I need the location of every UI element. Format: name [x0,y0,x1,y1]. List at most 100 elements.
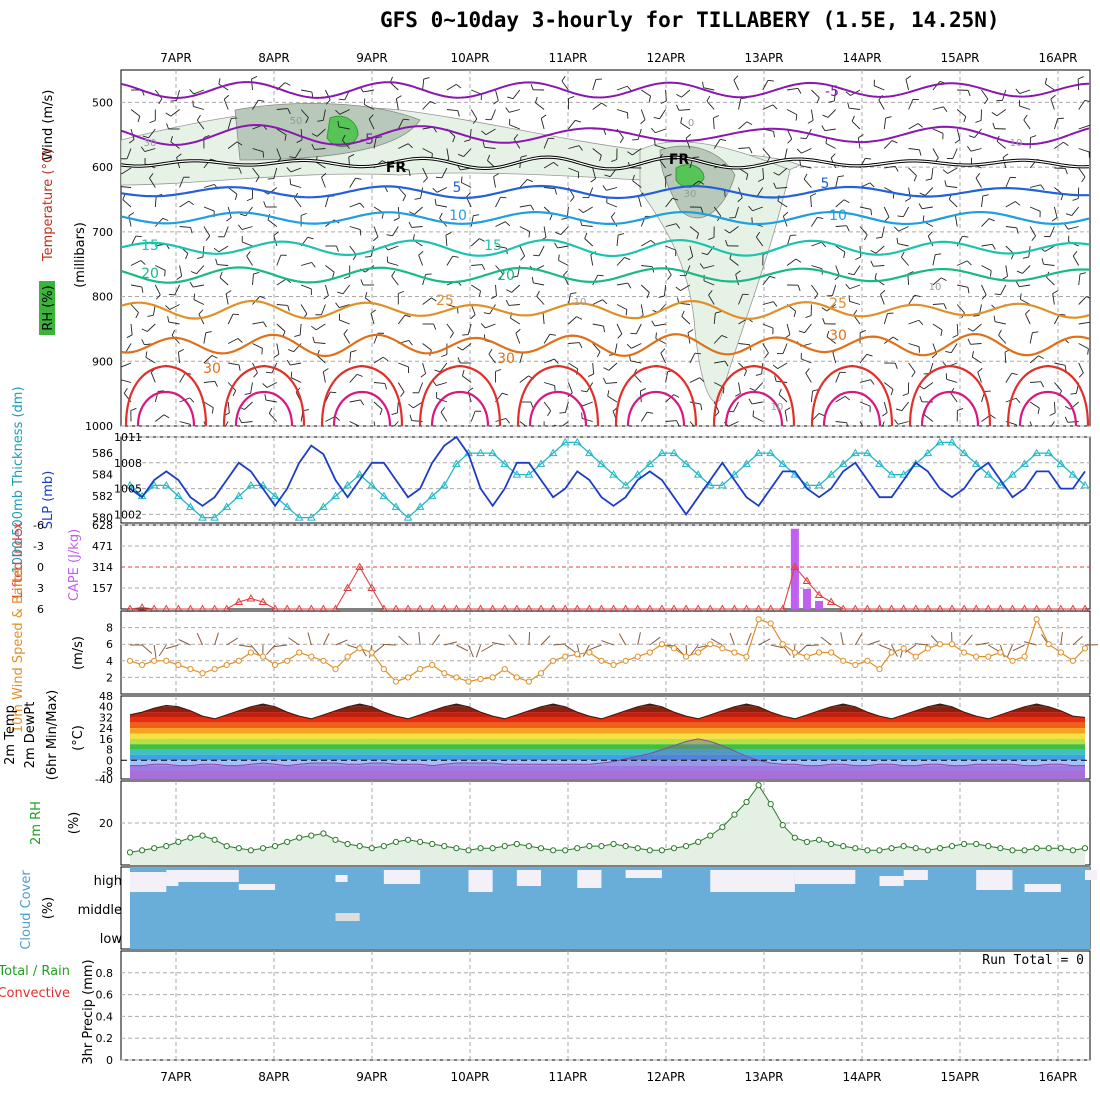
wind-barb-staff [1053,206,1058,218]
wind-barb [996,135,1007,149]
wind-barb [543,333,556,344]
wind-barb [317,109,326,122]
wind10-barb [274,644,288,648]
wind-barb-flag [870,249,877,254]
li-series-point [693,604,703,612]
wind10-series-point [634,653,641,660]
wind-barb-staff [495,196,501,208]
wind-barb-flag [619,137,624,144]
wind-barb [784,407,791,422]
wind-barb [325,265,335,279]
pressure-axis-label: (millibars) [73,222,88,288]
wind-tick: 8 [106,622,113,635]
wind-barb-staff [246,255,253,266]
wind-barb-flag [483,312,490,315]
wind-barb-staff [811,284,819,295]
thickness-series-point [669,448,679,457]
wind10-barb [797,644,808,655]
wind-barb-staff [315,323,326,331]
wind-barb-flag [193,293,196,300]
wind-barb-flag [538,433,544,435]
wind-barb-flag [165,112,172,117]
wind-barb-flag [687,256,694,261]
wind-barb-flag [396,95,402,100]
wind-barb-flag [335,302,340,308]
wind-barb-flag [205,235,211,241]
wind-barb [368,114,375,130]
wind-barb-staff [665,89,667,102]
wind-barb-staff [252,343,263,349]
wind-barb-staff [363,89,375,93]
li-series-point [452,604,461,612]
wind-barb-staff [1078,321,1090,325]
wind-barb-flag [527,428,529,434]
thickness-series-point [838,459,848,467]
wind-barb-staff [1022,265,1031,274]
li-series-point [1008,604,1017,612]
wind-barb [981,89,989,105]
thickness-series-point [705,480,715,489]
wind-barb [493,89,499,105]
wind-barb-staff [947,167,958,174]
wind-barb [738,147,753,154]
wind-barb-flag [665,174,672,177]
wind-barb-staff [144,148,156,152]
wind-barb-flag [253,372,258,378]
wind-barb-flag [490,295,497,299]
wind-barb [1019,293,1031,305]
wind-barb-staff [607,395,618,403]
temp-tick: 8 [106,744,113,757]
isotherm-40 [822,390,882,426]
wind-barb [337,120,350,130]
wind-barb [446,323,454,339]
wind-barb-flag [300,212,307,216]
wind-barb-flag [452,136,456,143]
wind10-barb [618,633,627,646]
wind-barb [543,161,559,169]
wind-barb-flag [596,351,601,358]
wind-barb [735,382,741,397]
wind-barb-staff [519,245,526,257]
wind-barb [725,240,739,247]
wind-barb [1049,401,1056,416]
date-label-bottom: 8APR [258,1070,289,1084]
wind-barb-staff [859,226,868,236]
wind-barb [616,304,628,316]
thickness-series-point [282,502,292,510]
wind-barb-flag [360,279,364,286]
wind-barb [1078,99,1090,110]
rh2m-series-point [634,845,641,852]
wind-barb-staff [178,352,181,364]
rh2m-series-point [791,834,798,841]
wind-barb-flag [307,236,314,240]
wind-barb [800,352,812,364]
wind-barb [397,290,405,305]
isotherm-label: -5 [825,84,839,100]
cloud-gap [1085,870,1098,880]
li-series-point [306,604,316,612]
wind-barb [859,379,875,385]
wind-barb-flag [630,332,637,335]
li-series-point [282,604,292,612]
wind-barb-staff [592,79,597,91]
wind10-barb [1012,644,1025,652]
wind-barb [954,128,961,144]
precip-total-label: Total / Rain [0,964,70,979]
wind-barb-flag [803,173,808,180]
wind-barb-staff [145,356,156,364]
wind10-barb [288,637,300,646]
wind-barb-flag [561,217,568,220]
wind-barb-staff [155,265,166,271]
wind-barb-staff [946,185,958,188]
wind-barb-flag [990,270,992,277]
li-tick: 6 [37,603,44,616]
wind-barb-flag [773,301,778,307]
isotherm-35 [320,364,404,426]
thickness-series-point [645,459,655,467]
wind-barb-staff [851,121,861,130]
wind-barb-flag [533,254,540,257]
wind-barb-staff [543,382,555,386]
wind-barb-flag [708,237,715,240]
wind-barb [881,421,885,426]
wind-barb-staff [422,343,432,351]
